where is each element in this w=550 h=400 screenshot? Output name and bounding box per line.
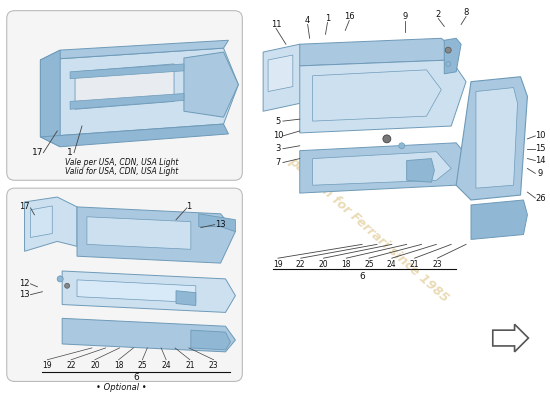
Text: 21: 21 <box>410 260 419 268</box>
Text: 23: 23 <box>432 260 442 268</box>
Text: 19: 19 <box>42 361 52 370</box>
Polygon shape <box>75 64 174 109</box>
Text: 7: 7 <box>276 158 280 167</box>
Circle shape <box>446 62 450 66</box>
Text: 13: 13 <box>215 220 226 229</box>
Polygon shape <box>40 48 238 137</box>
Polygon shape <box>471 200 527 240</box>
Polygon shape <box>70 94 184 109</box>
Text: 26: 26 <box>535 194 546 202</box>
Text: 3: 3 <box>276 144 280 153</box>
Text: passion for Ferrari since 1985: passion for Ferrari since 1985 <box>287 154 452 305</box>
Polygon shape <box>30 206 52 238</box>
Polygon shape <box>263 44 307 111</box>
Text: • Optional •: • Optional • <box>96 383 147 392</box>
Text: 25: 25 <box>138 361 147 370</box>
Polygon shape <box>268 55 293 92</box>
Text: 9: 9 <box>538 169 543 178</box>
Text: 6: 6 <box>359 272 365 282</box>
Text: Vale per USA, CDN, USA Light: Vale per USA, CDN, USA Light <box>65 158 178 167</box>
Text: 4: 4 <box>305 16 310 25</box>
Polygon shape <box>476 88 518 188</box>
Polygon shape <box>184 52 238 117</box>
Text: Valid for USA, CDN, USA Light: Valid for USA, CDN, USA Light <box>65 167 178 176</box>
Text: 20: 20 <box>90 361 100 370</box>
Text: 10: 10 <box>273 132 283 140</box>
Polygon shape <box>77 280 196 302</box>
Text: 20: 20 <box>318 260 328 268</box>
Text: 17: 17 <box>32 148 43 157</box>
Text: 23: 23 <box>209 361 218 370</box>
Circle shape <box>446 47 451 53</box>
Polygon shape <box>300 143 471 193</box>
Polygon shape <box>312 152 451 185</box>
Polygon shape <box>199 214 235 232</box>
Text: 18: 18 <box>114 361 123 370</box>
Polygon shape <box>444 38 461 74</box>
Text: 24: 24 <box>387 260 397 268</box>
Polygon shape <box>70 64 184 79</box>
Text: 18: 18 <box>342 260 351 268</box>
Circle shape <box>57 276 63 282</box>
Polygon shape <box>40 124 228 147</box>
Text: 13: 13 <box>19 290 30 299</box>
Text: 25: 25 <box>364 260 374 268</box>
Polygon shape <box>62 318 235 352</box>
Polygon shape <box>40 50 60 147</box>
Text: 8: 8 <box>463 8 469 17</box>
Text: 1: 1 <box>186 202 191 212</box>
Text: 12: 12 <box>19 279 30 288</box>
Text: 15: 15 <box>535 144 546 153</box>
Polygon shape <box>493 324 529 352</box>
Text: 24: 24 <box>161 361 171 370</box>
Polygon shape <box>191 330 230 350</box>
Text: 11: 11 <box>271 20 281 29</box>
Polygon shape <box>25 197 77 251</box>
Polygon shape <box>87 217 191 249</box>
FancyBboxPatch shape <box>7 188 243 382</box>
Text: 1: 1 <box>67 148 73 157</box>
Polygon shape <box>406 158 434 182</box>
Text: 10: 10 <box>535 132 546 140</box>
Text: 5: 5 <box>276 117 280 126</box>
Text: 9: 9 <box>402 12 408 21</box>
FancyBboxPatch shape <box>7 11 243 180</box>
Text: 22: 22 <box>296 260 305 268</box>
Polygon shape <box>176 291 196 306</box>
Polygon shape <box>456 77 527 200</box>
Polygon shape <box>300 38 456 66</box>
Circle shape <box>399 143 405 149</box>
Polygon shape <box>300 60 466 133</box>
Circle shape <box>383 135 391 143</box>
Text: 16: 16 <box>344 12 355 21</box>
Polygon shape <box>62 271 235 312</box>
Polygon shape <box>40 40 228 60</box>
Text: 2: 2 <box>436 10 441 19</box>
Text: 6: 6 <box>134 373 139 382</box>
Circle shape <box>65 283 70 288</box>
Text: 1: 1 <box>325 14 330 23</box>
Text: 22: 22 <box>67 361 76 370</box>
Polygon shape <box>77 207 235 263</box>
Polygon shape <box>312 70 441 121</box>
Text: 17: 17 <box>19 202 30 212</box>
Text: 14: 14 <box>535 156 546 165</box>
Text: 21: 21 <box>185 361 195 370</box>
Text: 19: 19 <box>273 260 283 268</box>
